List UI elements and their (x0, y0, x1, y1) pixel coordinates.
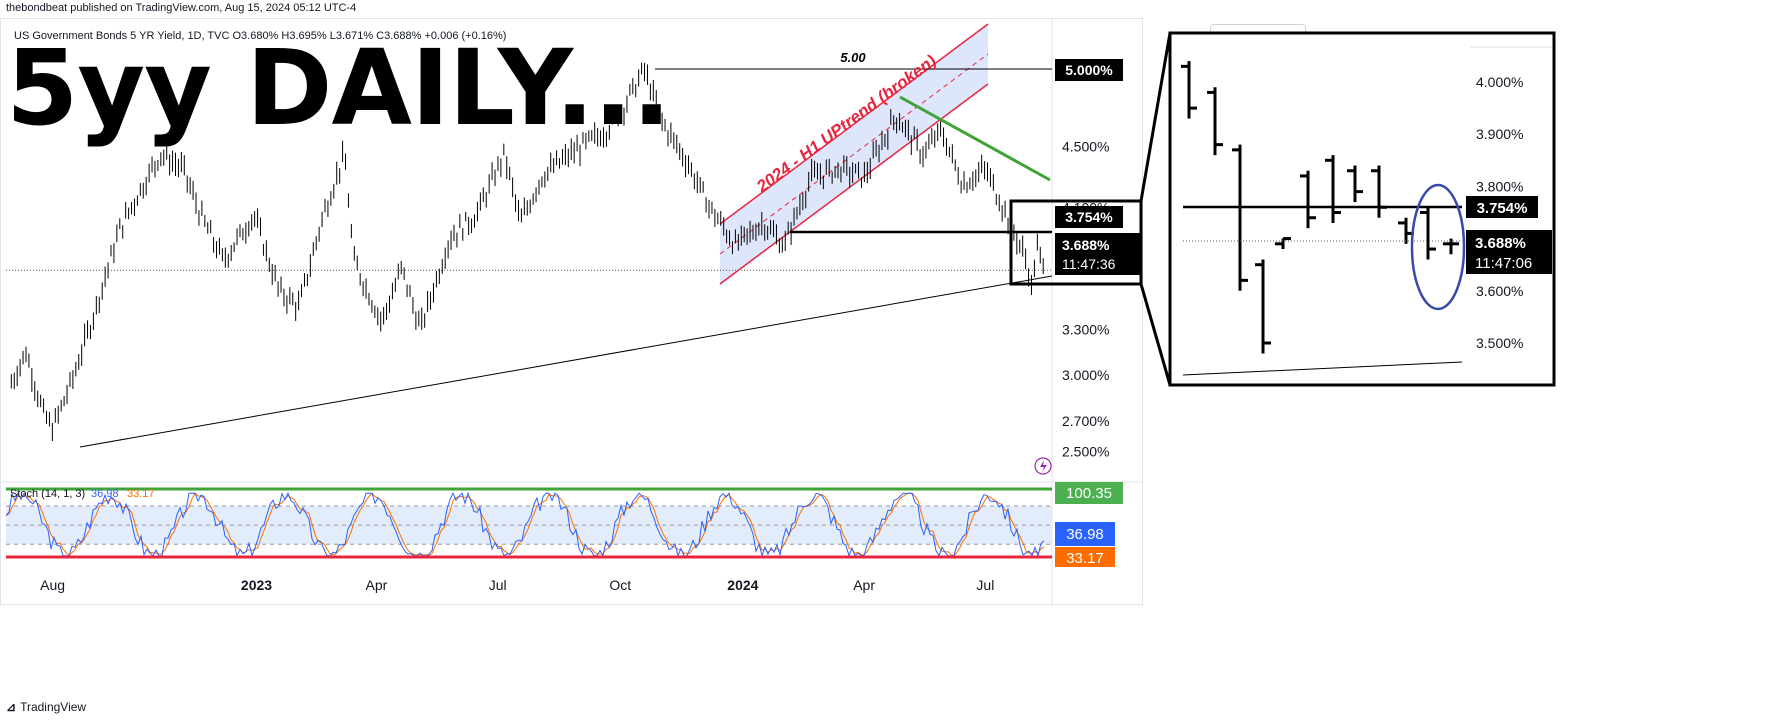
x-tick-label: 2024 (727, 577, 758, 593)
stoch-k-line (5, 491, 1045, 558)
x-tick-label: Aug (40, 577, 65, 593)
footer: ⊿ TradingView (6, 700, 86, 714)
inset-y-tick-label: 4.000% (1476, 74, 1523, 90)
inset-highlight-oval (1410, 183, 1466, 311)
x-tick-label: 2023 (241, 577, 272, 593)
uptrend-channel-fill (720, 24, 988, 284)
x-tick-label: Jul (976, 577, 994, 593)
stoch-k-label: 36.98 (1066, 526, 1104, 543)
inset-level-label: 3.754% (1477, 200, 1528, 217)
publisher-line: thebondbeat published on TradingView.com… (6, 2, 357, 14)
inset-current-label: 3.688% (1475, 235, 1526, 252)
inset-y-tick-label: 3.800% (1476, 178, 1523, 194)
stoch-legend-k: 36.98 (91, 488, 119, 500)
current-price-label: 3.688% (1062, 237, 1110, 253)
tradingview-logo-icon: ⊿ (6, 700, 17, 714)
zoom-inset: 4.000% 3.900% 3.800% 3.600% 3.500% 3.754% 3.68… (1139, 31, 1556, 387)
y-tick-label: 2.700% (1062, 413, 1109, 429)
symbol-info: US Government Bonds 5 YR Yield, 1D, TVC … (14, 30, 507, 42)
big-title: 5yy DAILY... (6, 27, 671, 149)
stoch-legend: Stoch (14, 1, 3) (10, 488, 85, 500)
lightning-icon (1034, 457, 1052, 475)
x-tick-label: Apr (366, 577, 388, 593)
max-value-box (1055, 59, 1123, 81)
inset-connector-bottom (1139, 283, 1172, 386)
inset-current-box (1466, 230, 1552, 274)
channel-upper-line (719, 23, 989, 225)
lightning-icon-bolt (1040, 460, 1047, 472)
upper-band-box (1055, 482, 1123, 504)
inset-connector-top (1139, 32, 1172, 202)
inset-y-tick-label: 3.600% (1476, 283, 1523, 299)
stoch-legend-d: 33.17 (127, 488, 155, 500)
stoch-d-label: 33.17 (1066, 550, 1104, 567)
long-support-trendline (79, 275, 1053, 448)
inset-level-box (1466, 196, 1538, 218)
x-tick-label: Jul (489, 577, 507, 593)
upper-band-label: 100.35 (1066, 485, 1112, 502)
y-tick-label: 3.300% (1062, 321, 1109, 337)
channel-mid-line (719, 53, 989, 255)
stoch-d-line (5, 492, 1045, 557)
inset-y-tick-label: 3.900% (1476, 126, 1523, 142)
lightning-icon-ring (1034, 457, 1052, 475)
x-tick-label: Apr (853, 577, 875, 593)
inset-trendline (1182, 361, 1463, 376)
level-box (1055, 206, 1123, 228)
high-annotation: 5.00 (840, 50, 866, 65)
chart-frame (0, 18, 1143, 605)
inset-y-tick-label: 3.500% (1476, 335, 1523, 351)
level-label: 3.754% (1065, 209, 1113, 225)
zoom-highlight-box (1009, 199, 1143, 286)
stoch-d-box (1055, 547, 1115, 567)
downtrend-line (899, 95, 1051, 182)
inset-countdown-label: 11:47:06 (1475, 255, 1532, 272)
max-value-label: 5.000% (1065, 62, 1113, 78)
footer-brand: TradingView (20, 700, 87, 714)
stochastic-pane: Stoch (14, 1, 3) 36.98 33.17 100.35 36.98 33.… (5, 482, 1123, 567)
current-price-box (1055, 233, 1140, 275)
stoch-k-box (1055, 522, 1115, 546)
y-tick-label: 2.500% (1062, 444, 1109, 460)
y-tick-label: 3.000% (1062, 367, 1109, 383)
channel-lower-line (719, 83, 989, 285)
countdown-label: 11:47:36 (1062, 256, 1116, 272)
x-tick-label: Oct (609, 577, 631, 593)
y-tick-label: 4.500% (1062, 138, 1109, 154)
